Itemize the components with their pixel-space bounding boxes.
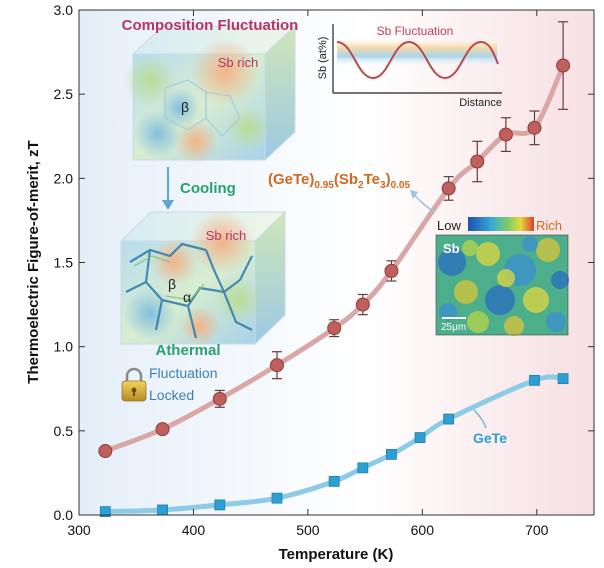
composite-data-point xyxy=(98,444,113,459)
map-texture-spot xyxy=(523,287,549,313)
composite-data-point xyxy=(212,391,227,406)
map-texture-spot xyxy=(546,312,566,332)
y-tick-label: 1.0 xyxy=(54,339,74,355)
gete-data-point xyxy=(214,499,226,511)
map-texture-spot xyxy=(522,236,538,252)
inset-sb-fluctuation xyxy=(332,24,502,94)
axis-ticks: 300 400 500 600 700 0.0 0.5 1.0 1.5 2.0 2.5 3.0 xyxy=(54,2,594,538)
x-tick-label: 600 xyxy=(411,522,435,538)
composite-data-point xyxy=(527,120,542,135)
gete-data-point xyxy=(443,413,455,425)
map-texture-spot xyxy=(438,248,466,276)
map-texture-spot xyxy=(536,238,560,262)
y-tick-label: 2.0 xyxy=(54,170,74,186)
composite-data-point xyxy=(556,58,571,73)
map-rich-label: Rich xyxy=(536,218,562,233)
composite-data-point xyxy=(441,181,456,196)
map-low-label: Low xyxy=(437,218,461,233)
athermal-label: Athermal xyxy=(155,342,220,359)
sb-eds-map xyxy=(435,217,569,336)
inset-wave xyxy=(336,40,499,80)
map-element-label: Sb xyxy=(443,241,460,256)
lock-icon xyxy=(121,367,147,402)
formula-pointer-arrowhead xyxy=(410,190,418,199)
map-texture-spot xyxy=(476,242,500,266)
map-texture-spot xyxy=(504,316,524,336)
map-texture-spot xyxy=(485,285,515,315)
gete-data-point xyxy=(357,462,369,474)
gete-data-point xyxy=(271,492,283,504)
y-tick-label: 2.5 xyxy=(54,86,74,102)
cooling-label: Cooling xyxy=(180,180,236,197)
bottom-cube-illustration xyxy=(119,210,287,346)
gete-data-point xyxy=(414,432,426,443)
gete-series-label: GeTe xyxy=(473,430,507,446)
composition-fluctuation-title: Composition Fluctuation xyxy=(122,17,299,34)
x-axis-label: Temperature (K) xyxy=(279,546,394,563)
composite-data-point xyxy=(269,358,284,373)
composite-data-point xyxy=(155,422,170,437)
top-cube-illustration xyxy=(124,24,297,164)
cooling-arrowhead xyxy=(162,200,174,210)
y-tick-label: 0.0 xyxy=(54,507,74,523)
y-tick-label: 3.0 xyxy=(54,2,74,18)
composite-data-point xyxy=(327,321,342,336)
x-tick-label: 500 xyxy=(296,522,320,538)
map-texture-spot xyxy=(497,269,515,287)
gete-data-point xyxy=(328,475,340,487)
composite-formula-label: (GeTe)0.95(Sb2Te3)0.05 xyxy=(268,171,410,191)
data-marks xyxy=(98,21,571,518)
composite-data-point xyxy=(470,154,485,169)
composite-data-point xyxy=(498,127,513,142)
gete-pointer-arrow xyxy=(473,409,487,429)
map-texture-spot xyxy=(439,303,457,321)
beta-top-label: β xyxy=(181,99,189,115)
inset-title: Sb Fluctuation xyxy=(377,24,454,38)
y-tick-label: 1.5 xyxy=(54,255,74,271)
sb-rich-top-label: Sb rich xyxy=(218,55,258,70)
x-tick-label: 700 xyxy=(525,522,549,538)
gete-data-point xyxy=(157,504,168,516)
y-tick-label: 0.5 xyxy=(54,423,74,439)
inset-x-label: Distance xyxy=(459,97,502,109)
gete-data-point xyxy=(557,373,569,385)
y-axis-label: Thermoelectric Figure-of-merit, zT xyxy=(25,140,42,383)
map-texture-spot xyxy=(462,240,478,256)
sb-rich-bottom-label: Sb rich xyxy=(206,228,246,243)
locked-label: Locked xyxy=(149,387,194,403)
composite-data-point xyxy=(355,297,370,312)
map-texture-spot xyxy=(551,271,569,289)
inset-y-label: Sb (at%) xyxy=(317,37,329,80)
gete-data-point xyxy=(99,506,111,518)
alpha-bottom-label: α xyxy=(183,289,191,305)
gete-data-point xyxy=(529,374,540,386)
gete-data-point xyxy=(386,448,397,460)
composite-data-point xyxy=(384,263,399,278)
beta-bottom-label: β xyxy=(168,276,176,292)
map-texture-spot xyxy=(467,311,489,333)
x-tick-label: 300 xyxy=(67,522,91,538)
fluctuation-label: Fluctuation xyxy=(149,365,217,381)
map-scale-label: 25μm xyxy=(441,322,466,333)
map-texture-spot xyxy=(454,280,478,304)
x-tick-label: 400 xyxy=(182,522,206,538)
